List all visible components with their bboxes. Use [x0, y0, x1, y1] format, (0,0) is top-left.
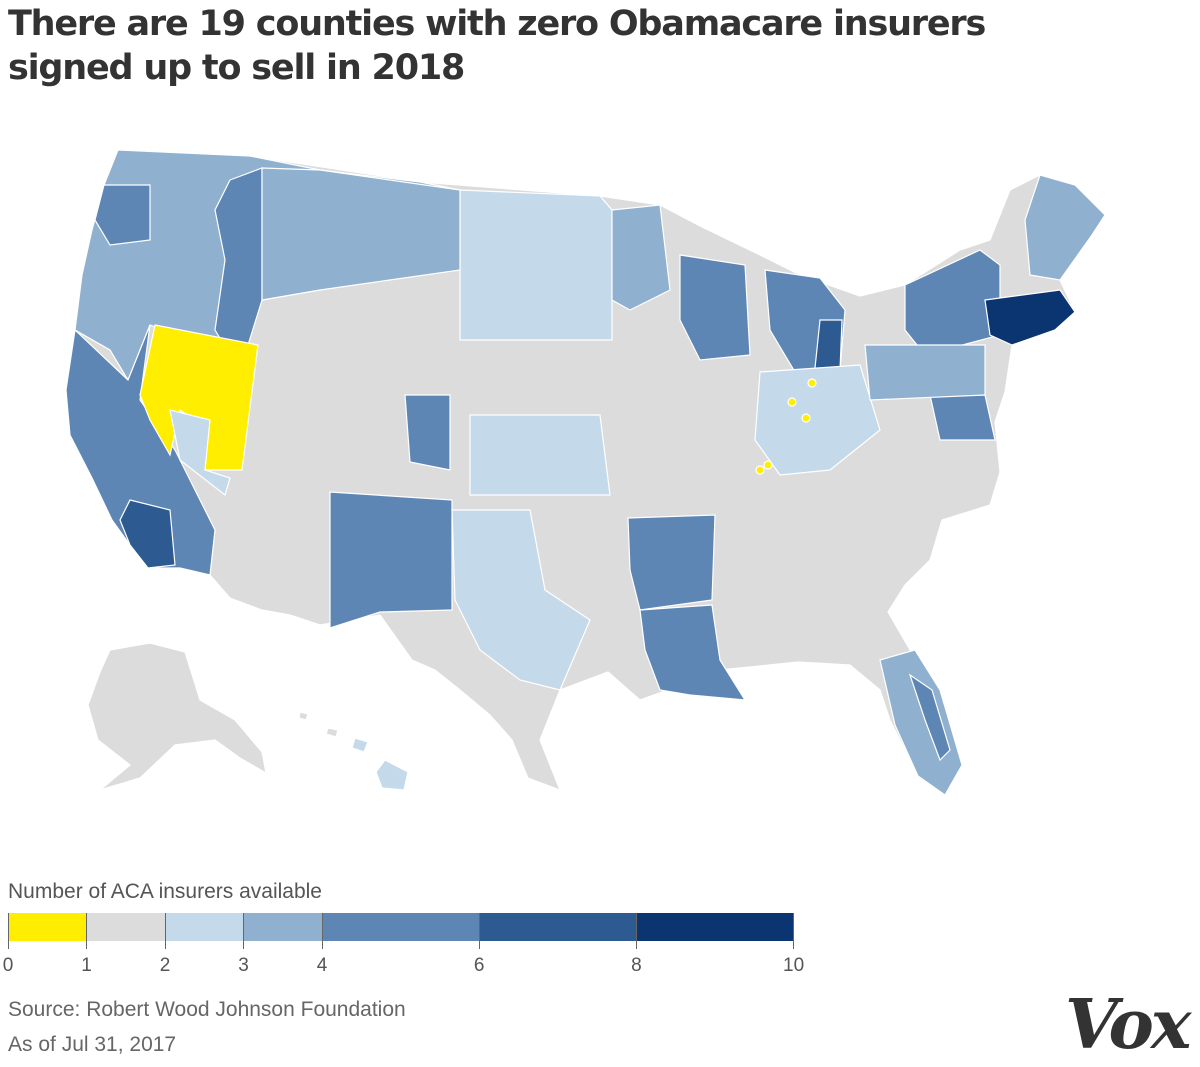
- zero-county-b: [787, 397, 797, 407]
- region-california: [65, 324, 216, 576]
- legend-tick: [793, 913, 795, 949]
- legend-tick: [7, 913, 9, 949]
- region-michigan-east: [814, 319, 843, 371]
- region-arkansas: [627, 514, 716, 611]
- region-pennsylvania: [864, 344, 986, 401]
- legend-tick-label: 0: [2, 955, 14, 976]
- page-title: There are 19 counties with zero Obamacar…: [8, 4, 986, 88]
- us-county-insurer-map: [65, 149, 1106, 796]
- region-wisconsin: [679, 254, 751, 361]
- zero-county-e: [763, 460, 773, 470]
- hawaii-kauai: [298, 711, 309, 721]
- legend-tick: [478, 913, 480, 949]
- legend-swatch-0-1: [8, 913, 87, 941]
- region-dakotas: [459, 189, 613, 341]
- region-montana-tier: [261, 167, 461, 301]
- hawaii-maui: [351, 737, 369, 753]
- region-minnesota: [611, 204, 671, 311]
- legend-tick-label: 10: [783, 955, 805, 976]
- region-oklahoma-texas: [451, 509, 591, 691]
- date-note: As of Jul 31, 2017: [8, 1033, 177, 1056]
- legend-tick: [321, 913, 323, 949]
- legend-tick: [635, 913, 637, 949]
- region-louisiana: [639, 604, 747, 701]
- region-ohio-valley: [754, 364, 881, 476]
- vox-logo-text: Vox: [1065, 985, 1191, 1065]
- legend-swatch-1-2: [86, 913, 165, 941]
- hawaii-oahu: [325, 727, 339, 738]
- region-new-england-south: [984, 289, 1076, 346]
- zero-county-c: [801, 413, 811, 423]
- region-maine: [1024, 174, 1106, 281]
- region-new-mexico: [329, 491, 453, 629]
- legend-tick-label: 2: [159, 955, 171, 976]
- vox-logo: Vox: [1065, 985, 1195, 1065]
- region-nevada-south: [169, 409, 231, 497]
- region-mid-atlantic: [929, 394, 996, 441]
- legend-tick: [86, 913, 87, 949]
- legend-swatch-3-4: [243, 913, 322, 941]
- region-florida-east: [908, 673, 951, 762]
- region-kansas: [469, 414, 611, 496]
- zero-county-a: [807, 378, 817, 388]
- legend-title: Number of ACA insurers available: [8, 880, 322, 903]
- legend-tick-label: 3: [238, 955, 249, 976]
- hawaii-big-island: [375, 759, 409, 791]
- legend-tick-label: 6: [473, 955, 485, 976]
- legend-tick-label: 4: [316, 955, 328, 976]
- legend-swatch-4-6: [322, 913, 480, 941]
- legend-tick-label: 8: [631, 955, 642, 976]
- zero-county-d: [755, 465, 765, 475]
- region-washington-west: [94, 184, 151, 246]
- legend-swatch-8-10: [636, 913, 794, 941]
- legend-tick-label: 1: [81, 955, 92, 976]
- legend-swatch-6-8: [479, 913, 637, 941]
- region-colorado-south: [404, 394, 451, 471]
- legend-tick: [243, 913, 244, 949]
- legend-swatch-2-3: [165, 913, 244, 941]
- legend-color-bar: [8, 913, 794, 941]
- region-socal: [119, 499, 176, 569]
- alaska: [87, 642, 267, 791]
- legend-tick: [164, 913, 166, 949]
- source-note: Source: Robert Wood Johnson Foundation: [8, 998, 406, 1021]
